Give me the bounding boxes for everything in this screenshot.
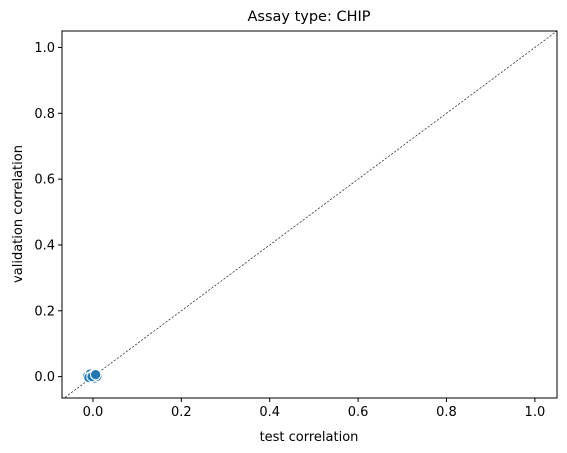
y-axis-label: validation correlation	[11, 145, 26, 283]
x-tick-label: 0.0	[83, 405, 104, 420]
y-tick-label: 0.4	[34, 238, 55, 253]
chart-title: Assay type: CHIP	[247, 9, 370, 25]
y-axis: 0.0 0.2 0.4 0.6 0.8 1.0	[34, 41, 62, 385]
x-tick-label: 1.0	[525, 405, 546, 420]
y-tick-label: 1.0	[34, 41, 55, 56]
scatter-point	[89, 368, 102, 381]
y-tick-label: 0.2	[34, 304, 55, 319]
x-axis-label: test correlation	[260, 430, 359, 445]
x-axis: 0.0 0.2 0.4 0.6 0.8 1.0	[83, 398, 546, 420]
x-tick-label: 0.4	[259, 405, 280, 420]
reference-diagonal-line	[63, 31, 557, 398]
x-tick-label: 0.6	[348, 405, 369, 420]
x-tick-label: 0.2	[171, 405, 192, 420]
y-tick-label: 0.6	[34, 173, 55, 188]
y-tick-label: 0.8	[34, 107, 55, 122]
plot-area	[63, 31, 557, 398]
y-tick-label: 0.0	[34, 370, 55, 385]
x-tick-label: 0.8	[436, 405, 457, 420]
plot-frame	[61, 30, 558, 399]
